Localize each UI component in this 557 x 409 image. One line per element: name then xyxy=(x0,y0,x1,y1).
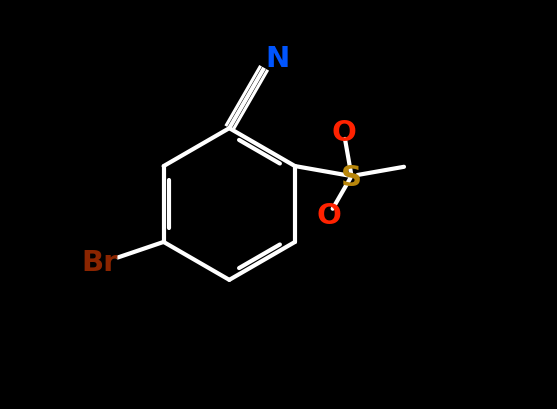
Text: O: O xyxy=(316,202,341,229)
Text: Br: Br xyxy=(81,248,118,276)
Text: N: N xyxy=(265,45,290,72)
Text: S: S xyxy=(341,164,362,192)
Text: O: O xyxy=(331,118,356,146)
